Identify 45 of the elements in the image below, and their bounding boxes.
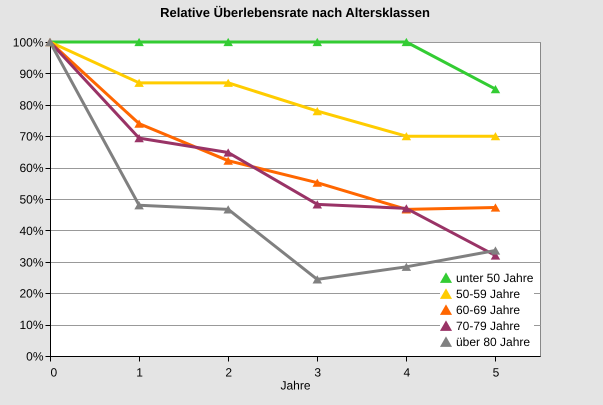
x-tick-label: 3 — [314, 366, 322, 380]
point — [312, 106, 322, 116]
point — [134, 201, 144, 210]
legend-label: über 80 Jahre — [456, 335, 530, 349]
y-tick-label: 20% — [19, 286, 44, 301]
point — [134, 120, 144, 128]
point — [134, 38, 144, 46]
y-tick-label: 0% — [26, 350, 44, 364]
point — [490, 203, 500, 212]
x-tick-label: 2 — [225, 366, 232, 380]
point — [223, 38, 233, 46]
point — [490, 84, 500, 94]
point — [223, 148, 233, 157]
legend-label: 50-59 Jahre — [456, 287, 520, 301]
y-tick-label: 50% — [19, 192, 44, 206]
x-tick-label: 0 — [50, 366, 58, 380]
y-tick-label: 80% — [19, 98, 44, 112]
point — [312, 200, 322, 208]
point — [223, 156, 233, 165]
point — [490, 246, 500, 255]
y-tick-label: 90% — [19, 66, 44, 81]
point — [134, 134, 144, 142]
x-tick-label: 4 — [404, 366, 411, 380]
point — [402, 38, 412, 46]
legend-label: 70-79 Jahre — [456, 319, 520, 333]
chart-title: Relative Überlebensrate nach Altersklassen — [160, 5, 430, 20]
point — [223, 78, 233, 87]
point — [312, 38, 322, 46]
point — [490, 132, 500, 140]
point — [312, 275, 322, 284]
y-tick-label: 30% — [19, 255, 44, 270]
point — [134, 78, 144, 87]
point — [312, 178, 322, 187]
legend-label: 60-69 Jahre — [456, 303, 520, 317]
y-tick-label: 100% — [12, 36, 44, 50]
point — [402, 132, 412, 140]
legend-label: unter 50 Jahre — [456, 271, 534, 285]
x-axis-title: Jahre — [280, 378, 311, 392]
x-tick-label: 5 — [492, 366, 500, 380]
x-tick-label: 1 — [136, 366, 144, 380]
y-tick-label: 40% — [19, 224, 44, 238]
y-tick-label: 60% — [19, 161, 44, 176]
y-tick-label: 70% — [19, 130, 44, 144]
y-tick-label: 10% — [19, 318, 44, 332]
point — [402, 262, 412, 271]
